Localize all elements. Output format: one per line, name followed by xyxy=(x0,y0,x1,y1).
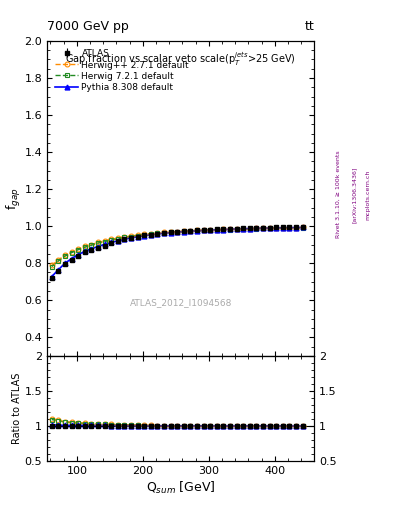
Legend: ATLAS, Herwig++ 2.7.1 default, Herwig 7.2.1 default, Pythia 8.308 default: ATLAS, Herwig++ 2.7.1 default, Herwig 7.… xyxy=(51,46,193,96)
Text: ATLAS_2012_I1094568: ATLAS_2012_I1094568 xyxy=(130,298,232,307)
Y-axis label: Ratio to ATLAS: Ratio to ATLAS xyxy=(12,373,22,444)
Y-axis label: f$_{gap}$: f$_{gap}$ xyxy=(5,187,23,210)
X-axis label: Q$_{sum}$ [GeV]: Q$_{sum}$ [GeV] xyxy=(146,480,215,496)
Text: [arXiv:1306.3436]: [arXiv:1306.3436] xyxy=(352,166,357,223)
Text: tt: tt xyxy=(305,20,314,33)
Text: Rivet 3.1.10, ≥ 100k events: Rivet 3.1.10, ≥ 100k events xyxy=(336,151,341,239)
Text: mcplots.cern.ch: mcplots.cern.ch xyxy=(365,169,371,220)
Text: Gap fraction vs scalar veto scale(p$_T^{jets}$>25 GeV): Gap fraction vs scalar veto scale(p$_T^{… xyxy=(65,50,296,68)
Text: 7000 GeV pp: 7000 GeV pp xyxy=(47,20,129,33)
